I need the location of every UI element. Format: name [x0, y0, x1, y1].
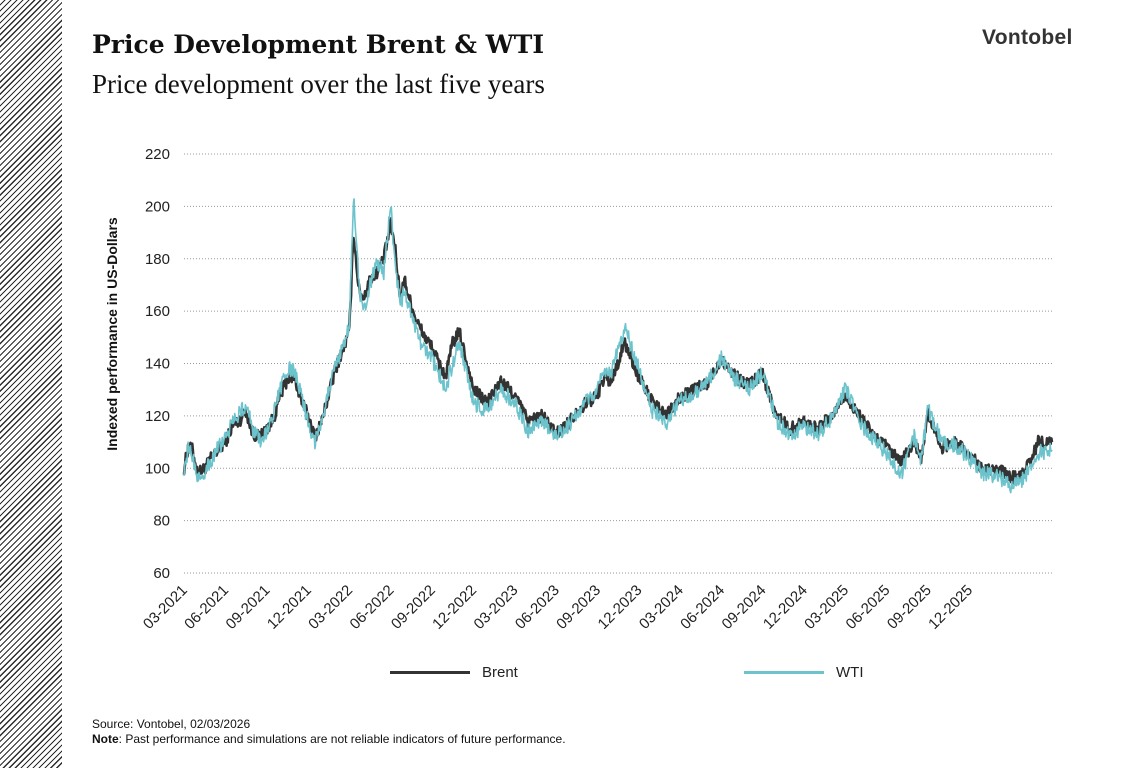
legend-wti-label: WTI: [836, 664, 864, 681]
y-tick-180: 180: [145, 251, 170, 268]
note-body: : Past performance and simulations are n…: [118, 732, 566, 746]
x-tick-09-2024: 09-2024: [719, 582, 770, 633]
x-tick-06-2021: 06-2021: [181, 582, 232, 633]
x-tick-06-2023: 06-2023: [512, 582, 563, 633]
x-tick-03-2025: 03-2025: [801, 582, 852, 633]
x-tick-12-2025: 12-2025: [925, 582, 976, 633]
x-tick-12-2023: 12-2023: [595, 582, 646, 633]
y-tick-160: 160: [145, 303, 170, 320]
x-tick-03-2021: 03-2021: [140, 582, 191, 633]
x-tick-09-2021: 09-2021: [223, 582, 274, 633]
y-tick-100: 100: [145, 460, 170, 477]
footer: Source: Vontobel, 02/03/2026 Note: Past …: [92, 717, 566, 747]
note-text: Note: Past performance and simulations a…: [92, 732, 566, 747]
x-tick-09-2025: 09-2025: [884, 582, 935, 633]
x-tick-03-2022: 03-2022: [305, 582, 356, 633]
source-text: Source: Vontobel, 02/03/2026: [92, 717, 251, 731]
legend-brent-label: Brent: [482, 664, 518, 681]
note-label: Note: [92, 732, 119, 746]
chart-title: Price Development Brent & WTI: [92, 30, 545, 59]
y-tick-140: 140: [145, 356, 170, 373]
x-tick-12-2022: 12-2022: [429, 582, 480, 633]
x-tick-labels: 03-202106-202109-202112-202103-202206-20…: [140, 582, 976, 633]
series-line-wti: [183, 198, 1053, 494]
x-tick-06-2025: 06-2025: [843, 582, 894, 633]
y-tick-220: 220: [145, 146, 170, 163]
y-tick-200: 200: [145, 198, 170, 215]
legend-item-wti: WTI: [744, 664, 864, 681]
x-tick-12-2024: 12-2024: [760, 582, 811, 633]
legend-wti-swatch: [744, 671, 824, 674]
legend-brent-swatch: [390, 671, 470, 674]
x-tick-09-2023: 09-2023: [553, 582, 604, 633]
series-lines: [182, 198, 1054, 494]
y-tick-labels: 60 80 100 120 140 160 180 200 220: [145, 146, 170, 582]
chart-subtitle: Price development over the last five yea…: [92, 69, 545, 99]
grid-lines: [184, 153, 1052, 574]
y-tick-120: 120: [145, 408, 170, 425]
x-tick-09-2022: 09-2022: [388, 582, 439, 633]
y-tick-80: 80: [153, 513, 170, 530]
legend-item-brent: Brent: [390, 664, 518, 681]
x-tick-03-2024: 03-2024: [636, 582, 687, 633]
x-tick-03-2023: 03-2023: [471, 582, 522, 633]
x-tick-06-2022: 06-2022: [347, 582, 398, 633]
x-tick-06-2024: 06-2024: [677, 582, 728, 633]
y-tick-60: 60: [153, 565, 170, 582]
x-tick-12-2021: 12-2021: [264, 582, 315, 633]
vontobel-logo: Vontobel: [982, 26, 1073, 49]
decorative-stripe: [0, 0, 62, 768]
